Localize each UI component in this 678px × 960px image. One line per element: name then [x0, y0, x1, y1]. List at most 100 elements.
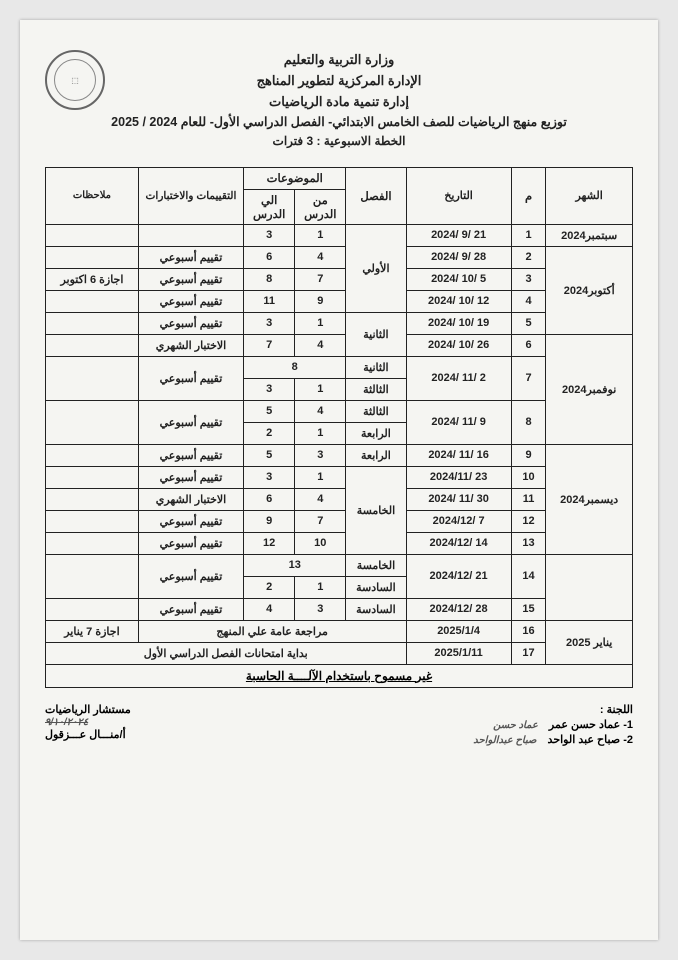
unit-cell: الخامسة	[346, 466, 406, 554]
to-cell: 7	[244, 334, 295, 356]
review-cell: مراجعة عامة علي المنهج	[138, 620, 406, 642]
advisor-signature: مستشار الرياضيات ٩/١٠/٢٠٢٤ أ/منـــال عــ…	[45, 703, 131, 748]
notes-cell	[46, 400, 139, 444]
from-cell: 4	[295, 334, 346, 356]
unit-cell: الأولي	[346, 224, 406, 312]
ministry-name: وزارة التربية والتعليم	[45, 50, 633, 71]
table-row: 11 2024/ 11/ 30 4 6 الاختبار الشهري	[46, 488, 633, 510]
unit-cell: الثالثة	[346, 378, 406, 400]
date-cell: 2024/ 10/ 19	[406, 312, 511, 334]
col-topics: الموضوعات	[244, 167, 346, 189]
notes-cell: اجازة 6 اكتوبر	[46, 268, 139, 290]
month-cell: ديسمبر2024	[546, 444, 633, 554]
num-cell: 11	[511, 488, 546, 510]
num-cell: 1	[511, 224, 546, 246]
notes-cell	[46, 356, 139, 400]
signatures-block: اللجنة : 1- عماد حسن عمر عماد حسن 2- صبا…	[45, 703, 633, 748]
plan-title: الخطة الاسبوعية : 3 فترات	[45, 132, 633, 151]
to-cell: 2	[244, 422, 295, 444]
distribution-title: توزيع منهج الرياضيات للصف الخامس الابتدا…	[45, 112, 633, 132]
unit-cell: الرابعة	[346, 444, 406, 466]
from-cell: 1	[295, 576, 346, 598]
signature-handwriting: صباح عبدالواحد	[473, 735, 536, 746]
date-cell: 2024/12/ 21	[406, 554, 511, 598]
from-cell: 3	[295, 444, 346, 466]
from-cell: 1	[295, 224, 346, 246]
table-row: 8 2024/ 11/ 9 الثالثة 4 5 تقييم أسبوعي	[46, 400, 633, 422]
table-row: 12 2024/12/ 7 7 9 تقييم أسبوعي	[46, 510, 633, 532]
to-cell: 5	[244, 444, 295, 466]
committee-member-2: 2- صباح عبد الواحد صباح عبدالواحد	[473, 733, 633, 746]
date-cell: 2025/1/4	[406, 620, 511, 642]
header-row-1: الشهر م التاريخ الفصل الموضوعات التقييما…	[46, 167, 633, 189]
eval-cell: تقييم أسبوعي	[138, 444, 243, 466]
notes-cell	[46, 224, 139, 246]
advisor-date-handwriting: ٩/١٠/٢٠٢٤	[45, 717, 88, 728]
notes-cell	[46, 532, 139, 554]
ministry-logo: ⬚	[45, 50, 105, 110]
notes-cell	[46, 598, 139, 620]
date-cell: 2024/ 11/ 16	[406, 444, 511, 466]
num-cell: 16	[511, 620, 546, 642]
col-notes: ملاحظات	[46, 167, 139, 224]
date-cell: 2025/1/11	[406, 642, 511, 664]
num-cell: 15	[511, 598, 546, 620]
table-row: 15 2024/12/ 28 السادسة 3 4 تقييم أسبوعي	[46, 598, 633, 620]
notes-cell	[46, 334, 139, 356]
eval-cell: تقييم أسبوعي	[138, 312, 243, 334]
date-cell: 2024/11/ 23	[406, 466, 511, 488]
col-to: الي الدرس	[244, 189, 295, 224]
date-cell: 2024/ 11/ 9	[406, 400, 511, 444]
eval-cell: تقييم أسبوعي	[138, 356, 243, 400]
notes-cell	[46, 466, 139, 488]
num-cell: 9	[511, 444, 546, 466]
month-cell: يناير 2025	[546, 620, 633, 664]
num-cell: 5	[511, 312, 546, 334]
col-from: من الدرس	[295, 189, 346, 224]
table-row: 17 2025/1/11 بداية امتحانات الفصل الدراس…	[46, 642, 633, 664]
eval-cell: تقييم أسبوعي	[138, 290, 243, 312]
num-cell: 3	[511, 268, 546, 290]
notes-cell	[46, 510, 139, 532]
date-cell: 2024/ 10/ 12	[406, 290, 511, 312]
from-cell: 4	[295, 488, 346, 510]
from-cell: 9	[295, 290, 346, 312]
month-cell: نوفمبر2024	[546, 334, 633, 444]
to-cell: 3	[244, 224, 295, 246]
table-row: أكتوبر2024 2 2024/ 9/ 28 4 6 تقييم أسبوع…	[46, 246, 633, 268]
date-cell: 2024/ 9/ 28	[406, 246, 511, 268]
dept-name-1: الإدارة المركزية لتطوير المناهج	[45, 71, 633, 92]
eval-cell: تقييم أسبوعي	[138, 598, 243, 620]
date-cell: 2024/ 9/ 21	[406, 224, 511, 246]
table-row: 14 2024/12/ 21 الخامسة 13 تقييم أسبوعي	[46, 554, 633, 576]
document-page: ⬚ وزارة التربية والتعليم الإدارة المركزي…	[20, 20, 658, 940]
eval-cell: تقييم أسبوعي	[138, 554, 243, 598]
unit-cell: الثالثة	[346, 400, 406, 422]
curriculum-table: الشهر م التاريخ الفصل الموضوعات التقييما…	[45, 167, 633, 665]
table-row: ديسمبر2024 9 2024/ 11/ 16 الرابعة 3 5 تق…	[46, 444, 633, 466]
unit-cell: الثانية	[346, 356, 406, 378]
to-cell: 6	[244, 488, 295, 510]
date-cell: 2024/12/ 14	[406, 532, 511, 554]
from-cell: 1	[295, 378, 346, 400]
col-num: م	[511, 167, 546, 224]
advisor-title: مستشار الرياضيات	[45, 703, 131, 716]
eval-cell	[138, 224, 243, 246]
to-cell: 3	[244, 466, 295, 488]
to-cell: 3	[244, 312, 295, 334]
table-row: 5 2024/ 10/ 19 الثانية 1 3 تقييم أسبوعي	[46, 312, 633, 334]
num-cell: 12	[511, 510, 546, 532]
to-cell: 3	[244, 378, 295, 400]
num-cell: 8	[511, 400, 546, 444]
unit-cell: الثانية	[346, 312, 406, 356]
col-month: الشهر	[546, 167, 633, 224]
notes-cell	[46, 246, 139, 268]
lesson-merged: 8	[244, 356, 346, 378]
num-cell: 2	[511, 246, 546, 268]
from-cell: 1	[295, 312, 346, 334]
date-cell: 2024/ 10/ 5	[406, 268, 511, 290]
col-date: التاريخ	[406, 167, 511, 224]
table-row: سبتمبر2024 1 2024/ 9/ 21 الأولي 1 3	[46, 224, 633, 246]
num-cell: 17	[511, 642, 546, 664]
from-cell: 7	[295, 268, 346, 290]
